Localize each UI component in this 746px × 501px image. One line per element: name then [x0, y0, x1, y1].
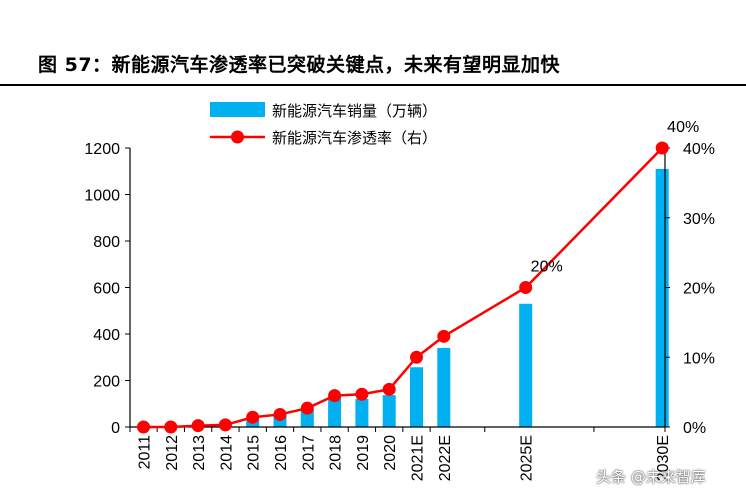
- bar-2022E: [437, 347, 451, 427]
- x-tick-label: 2015: [246, 435, 263, 471]
- x-tick-label: 2030E: [655, 435, 672, 481]
- line-marker-2017: [300, 401, 314, 415]
- line-series: [137, 141, 669, 434]
- legend-bar-swatch: [210, 102, 265, 117]
- left-tick-label: 200: [93, 374, 120, 391]
- figure-title: 图 57：新能源汽车渗透率已突破关键点，未来有望明显加快: [38, 54, 561, 76]
- x-tick-label: 2022E: [437, 435, 454, 481]
- line-marker-2011: [137, 420, 150, 434]
- bar-2020: [382, 395, 396, 427]
- bar-series: [137, 168, 669, 428]
- line-marker-2030E: [655, 141, 669, 155]
- annotations: 20% 40%: [531, 119, 700, 276]
- left-tick-label: 1000: [84, 188, 120, 205]
- x-tick-label: 2021E: [410, 435, 427, 481]
- annotation-2025E: 20%: [531, 259, 563, 276]
- line-marker-2021E: [410, 350, 423, 364]
- line-marker-2020: [382, 382, 396, 396]
- x-tick-label: 2018: [328, 435, 345, 471]
- right-tick-label: 0%: [683, 420, 706, 437]
- line-marker-2013: [191, 419, 205, 433]
- line-marker-2022E: [437, 329, 451, 343]
- line-marker-2019: [355, 387, 369, 401]
- left-tick-label: 400: [93, 327, 120, 344]
- bar-2019: [355, 398, 369, 427]
- left-tick-label: 600: [93, 281, 120, 298]
- line-marker-2016: [273, 407, 287, 421]
- legend-line-marker: [231, 130, 244, 144]
- x-tick-label: 2020: [382, 435, 399, 471]
- x-tick-label: 2017: [300, 435, 317, 471]
- x-tick-label: 2011: [137, 435, 154, 470]
- right-tick-label: 20%: [683, 281, 715, 298]
- bar-2016: [273, 415, 287, 427]
- right-tick-label: 40%: [683, 141, 715, 158]
- bar-2025E: [519, 303, 533, 427]
- penetration-line: [143, 147, 664, 429]
- line-marker-2012: [164, 420, 178, 434]
- title-rule: [0, 84, 746, 86]
- x-tick-label: 2014: [218, 435, 235, 471]
- legend: 新能源汽车销量（万辆） 新能源汽车渗透率（右）: [210, 102, 437, 147]
- bar-2030E: [655, 168, 669, 428]
- watermark: 头条 @未来智库: [596, 468, 706, 486]
- right-tick-label: 30%: [683, 211, 715, 228]
- line-marker-2025E: [519, 281, 533, 294]
- x-tick-label: 2013: [191, 435, 208, 471]
- left-tick-label: 0: [111, 420, 120, 437]
- left-tick-label: 800: [93, 234, 120, 251]
- left-tick-label: 1200: [84, 141, 120, 158]
- line-marker-2014: [218, 418, 232, 432]
- line-marker-2015: [246, 410, 260, 424]
- bar-2021E: [410, 367, 423, 427]
- annotation-2030E: 40%: [667, 119, 699, 136]
- line-marker-2018: [328, 389, 342, 403]
- axes: 0 200 400 600 800 1000 1200 0% 10% 20% 30% 40% 2011 2…: [84, 141, 715, 481]
- x-tick-label: 2019: [355, 435, 372, 471]
- x-tick-label: 2012: [164, 435, 181, 471]
- right-tick-label: 10%: [683, 350, 715, 367]
- x-tick-label: 2016: [273, 435, 290, 471]
- legend-line-label: 新能源汽车渗透率（右）: [272, 129, 437, 147]
- bar-2018: [328, 397, 342, 427]
- legend-bar-label: 新能源汽车销量（万辆）: [272, 102, 437, 120]
- x-tick-label: 2025E: [519, 435, 536, 481]
